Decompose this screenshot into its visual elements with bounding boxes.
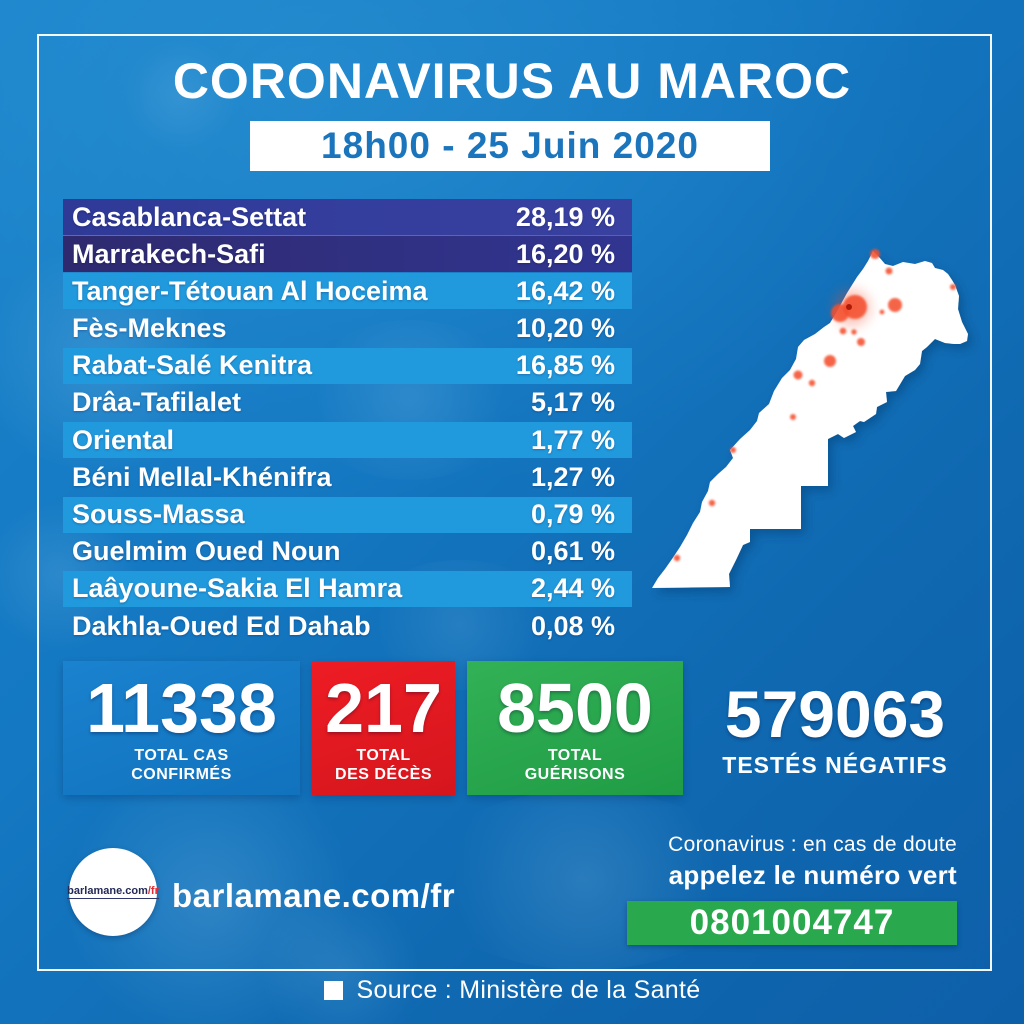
region-row: Laâyoune-Sakia El Hamra 2,44 % xyxy=(63,570,632,607)
region-percentage: 2,44 % xyxy=(530,573,615,604)
region-percentage: 5,17 % xyxy=(530,387,615,418)
negative-tests-count: 579063 xyxy=(724,677,946,751)
source-row: Source : Ministère de la Santé xyxy=(0,976,1024,1005)
region-name: Casablanca-Settat xyxy=(72,201,307,232)
region-percentage: 0,61 % xyxy=(530,536,615,567)
region-percentage: 16,20 % xyxy=(515,238,615,269)
case-dot xyxy=(673,554,681,562)
region-name: Fès-Meknes xyxy=(72,313,227,344)
stat-box-negative-tests: 579063 TESTÉS NÉGATIFS xyxy=(690,661,980,795)
region-percentage-list: Casablanca-Settat 28,19 % Marrakech-Safi 16… xyxy=(63,199,632,645)
region-percentage: 16,85 % xyxy=(515,350,615,381)
region-name: Rabat-Salé Kenitra xyxy=(72,350,313,381)
negative-tests-label: TESTÉS NÉGATIFS xyxy=(722,752,948,778)
morocco-silhouette xyxy=(652,251,968,588)
region-percentage: 28,19 % xyxy=(515,201,615,232)
region-percentage: 0,08 % xyxy=(530,610,615,641)
recovered-label-line2: GUÉRISONS xyxy=(524,766,626,783)
region-name: Marrakech-Safi xyxy=(72,238,266,269)
region-percentage: 16,42 % xyxy=(515,275,615,306)
confirmed-label: TOTAL CAS CONFIRMÉS xyxy=(131,746,232,784)
case-dot xyxy=(708,499,716,507)
case-dot xyxy=(831,304,849,322)
page-title: CORONAVIRUS AU MAROC xyxy=(172,53,852,109)
case-cluster-dots xyxy=(673,249,956,562)
region-name: Drâa-Tafilalet xyxy=(72,387,242,418)
deaths-label: TOTAL DES DÉCÈS xyxy=(335,746,432,784)
region-row: Souss-Massa 0,79 % xyxy=(63,496,632,533)
date-banner: 18h00 - 25 Juin 2020 xyxy=(250,121,770,171)
case-dot xyxy=(950,284,956,290)
case-dot xyxy=(851,329,857,335)
region-name: Laâyoune-Sakia El Hamra xyxy=(72,573,403,604)
region-percentage: 10,20 % xyxy=(515,313,615,344)
case-dot xyxy=(885,267,893,275)
region-row: Béni Mellal-Khénifra 1,27 % xyxy=(63,459,632,495)
region-row: Fès-Meknes 10,20 % xyxy=(63,311,632,347)
region-name: Béni Mellal-Khénifra xyxy=(72,461,332,492)
recovered-label-line1: TOTAL xyxy=(547,747,603,764)
region-row: Rabat-Salé Kenitra 16,85 % xyxy=(63,347,632,384)
logo-suffix: /fr xyxy=(147,885,159,897)
hotline-number: 0801004747 xyxy=(627,901,957,945)
region-name: Guelmim Oued Noun xyxy=(72,536,341,567)
case-dot xyxy=(879,309,885,315)
region-row: Oriental 1,77 % xyxy=(63,422,632,459)
morocco-map xyxy=(630,220,1010,640)
region-percentage: 1,77 % xyxy=(530,424,615,455)
morocco-map-svg xyxy=(652,249,968,588)
region-name: Oriental xyxy=(72,424,175,455)
source-text: Source : Ministère de la Santé xyxy=(356,976,701,1004)
deaths-count: 217 xyxy=(325,669,442,747)
case-dot xyxy=(793,370,803,380)
barlamane-logo-text: barlamane.com/fr xyxy=(67,885,159,899)
region-name: Dakhla-Oued Ed Dahab xyxy=(72,610,371,641)
region-row: Dakhla-Oued Ed Dahab 0,08 % xyxy=(63,608,632,644)
confirmed-label-line1: TOTAL CAS xyxy=(134,747,229,764)
recovered-count: 8500 xyxy=(497,669,653,747)
region-percentage: 0,79 % xyxy=(530,499,615,529)
region-name: Tanger-Tétouan Al Hoceima xyxy=(72,275,428,306)
case-dot xyxy=(824,355,836,367)
source-square-icon xyxy=(323,981,343,1000)
summary-stats: 11338 TOTAL CAS CONFIRMÉS 217 TOTAL DES … xyxy=(0,661,1024,795)
region-row: Tanger-Tétouan Al Hoceima 16,42 % xyxy=(63,273,632,310)
case-dot xyxy=(870,249,880,259)
region-percentage: 1,27 % xyxy=(530,461,615,492)
case-dot xyxy=(857,338,865,346)
site-url-text: barlamane.com/fr xyxy=(172,877,456,914)
case-dot xyxy=(839,327,847,335)
logo-text: barlamane.com xyxy=(67,885,148,897)
region-row: Marrakech-Safi 16,20 % xyxy=(63,236,632,273)
hotline-line2: appelez le numéro vert xyxy=(668,860,957,890)
case-dot xyxy=(790,414,796,420)
virus-texture-blob xyxy=(250,900,430,1024)
region-row: Casablanca-Settat 28,19 % xyxy=(63,199,632,235)
case-dot xyxy=(888,298,902,312)
hotline-line1: Coronavirus : en cas de doute xyxy=(668,833,957,856)
region-name: Souss-Massa xyxy=(72,499,245,529)
deaths-label-line2: DES DÉCÈS xyxy=(335,766,432,783)
barlamane-logo: barlamane.com/fr xyxy=(67,848,159,936)
hotline-block: Coronavirus : en cas de doute appelez le… xyxy=(627,833,957,945)
stat-box-deaths: 217 TOTAL DES DÉCÈS xyxy=(312,661,455,795)
recovered-label: TOTAL GUÉRISONS xyxy=(525,746,626,784)
deaths-label-line1: TOTAL xyxy=(356,747,411,764)
case-dot xyxy=(846,304,852,310)
case-dot xyxy=(808,379,816,387)
case-dot xyxy=(730,447,736,453)
confirmed-count: 11338 xyxy=(86,669,277,747)
region-row: Drâa-Tafilalet 5,17 % xyxy=(63,385,632,421)
region-row: Guelmim Oued Noun 0,61 % xyxy=(63,534,632,570)
confirmed-label-line2: CONFIRMÉS xyxy=(131,766,232,783)
stat-box-recovered: 8500 TOTAL GUÉRISONS xyxy=(467,661,683,795)
stat-box-confirmed: 11338 TOTAL CAS CONFIRMÉS xyxy=(63,661,300,795)
